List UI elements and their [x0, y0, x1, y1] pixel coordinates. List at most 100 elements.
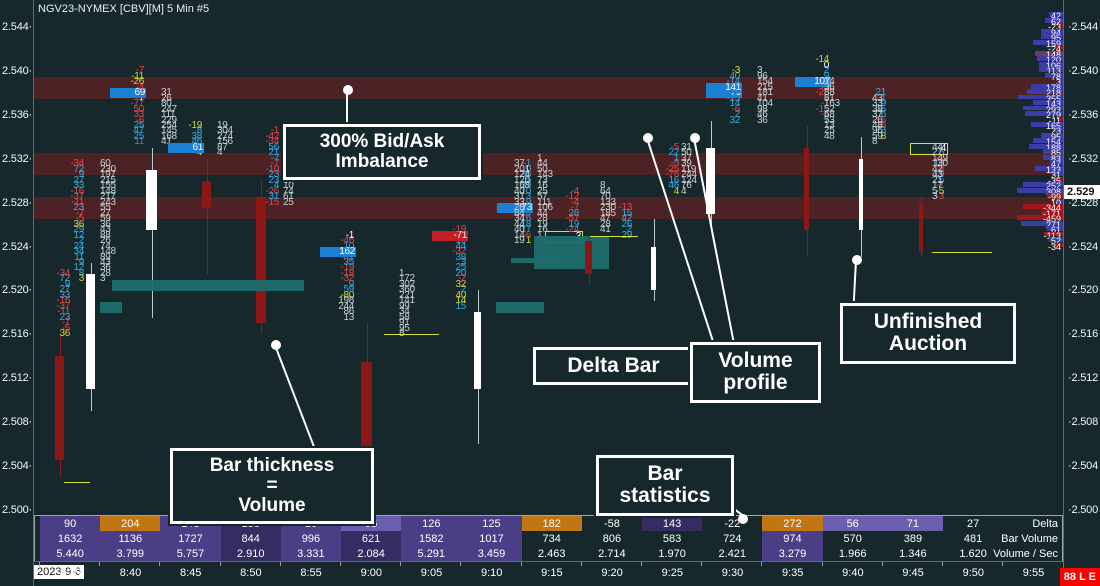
- stat-bar-volume-cell[interactable]: 974: [762, 531, 823, 547]
- stat-delta-cell[interactable]: 27: [966, 517, 980, 530]
- stat-bar-volume-cell[interactable]: 806: [602, 532, 622, 545]
- stat-bar-volume-cell[interactable]: 1632: [40, 531, 101, 547]
- footprint-bid-cell: 86: [343, 306, 354, 318]
- stat-bar-volume-cell[interactable]: 1582: [401, 531, 462, 547]
- footprint-ask-cell: 163: [824, 98, 840, 110]
- stat-volume-per-sec-cell[interactable]: 3.799: [100, 546, 161, 562]
- time-tick: 9:45: [902, 567, 924, 579]
- stat-volume-per-sec-cell[interactable]: 1.620: [959, 547, 987, 560]
- footprint-bid-cell: 72: [73, 163, 84, 175]
- footprint-bid-cell: 9: [880, 98, 887, 110]
- stat-delta-cell[interactable]: -22: [724, 517, 741, 530]
- chart-title: NGV23-NYMEX [CBV][M] 5 Min #5: [38, 3, 210, 15]
- stat-bar-volume-cell[interactable]: 724: [723, 532, 742, 545]
- stat-delta-cell[interactable]: 125: [461, 516, 522, 532]
- stat-volume-per-sec-cell[interactable]: 2.084: [341, 546, 402, 562]
- stat-volume-per-sec-cell[interactable]: 2.421: [718, 547, 747, 560]
- stat-bar-volume-cell[interactable]: 621: [341, 531, 402, 547]
- stat-delta-cell[interactable]: 182: [521, 516, 582, 532]
- stat-volume-per-sec-cell[interactable]: 5.291: [401, 546, 462, 562]
- stat-delta-cell[interactable]: 126: [401, 516, 462, 532]
- stat-volume-per-sec-cell[interactable]: 5.757: [160, 546, 221, 562]
- stat-delta-cell[interactable]: 204: [100, 516, 161, 532]
- footprint-ask-cell: 148: [100, 246, 116, 258]
- volume-profile-bar: [1052, 171, 1063, 177]
- stat-bar-volume-cell[interactable]: 1017: [461, 531, 522, 547]
- footprint-bid-cell: 69: [110, 88, 146, 99]
- footprint-bid-cell: -4: [135, 81, 145, 93]
- stat-delta-cell[interactable]: 272: [762, 516, 823, 532]
- stat-volume-per-sec-cell[interactable]: 1.970: [658, 547, 686, 560]
- footprint-ask-cell: 3: [757, 65, 763, 77]
- footprint-ask-cell: 27: [932, 147, 943, 159]
- price-axis-left[interactable]: 2.544· 2.540· 2.536· 2.532· 2.528· 2.524· 2.52…: [0, 0, 34, 586]
- candle-body: [146, 169, 157, 231]
- time-tick-mark: [159, 562, 161, 566]
- stat-delta-cell[interactable]: 143: [642, 516, 703, 532]
- time-tick-mark: [881, 562, 883, 566]
- time-tick: 9:10: [480, 567, 503, 579]
- stat-bar-volume-cell[interactable]: 996: [280, 531, 341, 547]
- footprint-bid-cell: 31: [268, 191, 279, 203]
- footprint-ask-cell: 185: [600, 207, 616, 219]
- stat-bar-volume-cell[interactable]: 844: [220, 531, 281, 547]
- stat-volume-per-sec-cell[interactable]: 3.459: [461, 546, 522, 562]
- footprint-ask-cell: 47: [600, 213, 611, 225]
- volume-profile-value: 165: [1045, 121, 1061, 131]
- candle-wick: [206, 158, 208, 274]
- footprint-ask-cell: 5: [932, 185, 938, 197]
- volume-profile-value: 120: [1045, 55, 1061, 66]
- footprint-ask-cell: 39: [872, 103, 883, 115]
- footprint-bid-cell: 5: [938, 174, 945, 186]
- stat-delta-cell[interactable]: 56: [822, 516, 883, 532]
- right-axis-divider: [1063, 0, 1064, 586]
- footprint-bid-cell: 2: [78, 235, 85, 247]
- footprint-bid-cell: 29: [73, 224, 84, 236]
- footprint-ask-cell: 37: [514, 158, 525, 170]
- time-tick-mark: [641, 562, 642, 566]
- stat-volume-per-sec-cell[interactable]: 1.346: [899, 547, 927, 560]
- time-tick: 9:20: [601, 567, 623, 579]
- stat-volume-per-sec-cell[interactable]: 2.463: [537, 547, 566, 560]
- footprint-bid-cell: 0: [525, 163, 532, 175]
- footprint-bid-cell: 26: [621, 218, 632, 230]
- stat-delta-cell[interactable]: 71: [882, 516, 943, 532]
- stat-volume-per-sec-cell[interactable]: 2.714: [598, 547, 626, 560]
- stat-volume-per-sec-cell[interactable]: 2.910: [220, 546, 281, 562]
- footprint-bid-cell: 10: [343, 240, 354, 252]
- stat-volume-per-sec-cell[interactable]: 1.966: [838, 547, 867, 560]
- time-axis[interactable]: 2023-9-6 8:35 8:40 8:45 8:50 8:55 9:00 9:05 9:1…: [0, 561, 1100, 586]
- volume-profile-bar: [1049, 12, 1063, 18]
- stat-delta-cell[interactable]: 90: [40, 516, 101, 532]
- footprint-bid-cell: -7: [270, 158, 280, 170]
- footprint-ask-cell: 28: [100, 267, 111, 279]
- stat-volume-per-sec-cell[interactable]: 3.279: [762, 546, 823, 562]
- status-badge[interactable]: 88 L E: [1059, 568, 1100, 586]
- footprint-bid-cell: -37: [56, 300, 70, 312]
- stat-bar-volume-cell[interactable]: 570: [843, 532, 862, 545]
- price-tick-left: 2.516·: [2, 328, 32, 341]
- stat-volume-per-sec-cell[interactable]: 3.331: [280, 546, 341, 562]
- stat-bar-volume-cell[interactable]: 389: [903, 532, 923, 545]
- price-axis-right[interactable]: ·2.544 ·2.540 ·2.536 ·2.532 ·2.528 ·2.524 ·2.5…: [1064, 0, 1100, 586]
- footprint-bid-cell: 72: [59, 273, 70, 285]
- stat-volume-per-sec-cell[interactable]: 5.440: [40, 546, 101, 562]
- volume-profile-value: -23: [1047, 22, 1061, 33]
- stat-bar-volume-cell[interactable]: 1727: [160, 531, 221, 547]
- footprint-ask-cell: 25: [537, 185, 548, 197]
- footprint-plot-area[interactable]: 36 -5 -7 23 -11 -37 -16 33 27 9 72 -34 3 8 12 9 11 34 24 2 1…: [34, 0, 1063, 515]
- stat-bar-volume-cell[interactable]: 583: [662, 532, 682, 545]
- footprint-ask-cell: 217: [100, 191, 116, 203]
- stat-bar-volume-cell[interactable]: 481: [963, 532, 983, 545]
- footprint-bid-cell: 35: [343, 256, 354, 268]
- footprint-ask-cell: 10: [283, 180, 294, 192]
- stat-bar-volume-cell[interactable]: 1136: [100, 531, 161, 547]
- footprint-ask-cell: 111: [537, 196, 552, 208]
- stat-delta-cell[interactable]: -58: [603, 517, 620, 530]
- volume-profile-bar: [1027, 89, 1063, 94]
- footprint-bid-cell: 59: [343, 284, 354, 296]
- callout-bid-ask-imbalance: 300% Bid/Ask Imbalance: [283, 124, 481, 181]
- stat-bar-volume-cell[interactable]: 734: [542, 532, 561, 545]
- footprint-bid-cell: 25: [455, 262, 466, 274]
